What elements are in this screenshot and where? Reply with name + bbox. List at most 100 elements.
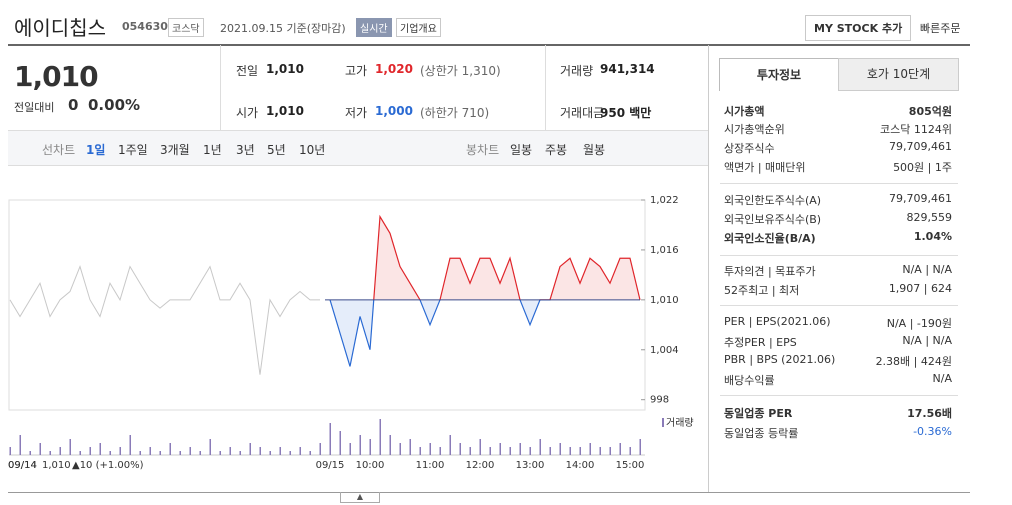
volume-bar xyxy=(79,451,81,455)
info-label: 투자의견 | 목표주가 xyxy=(724,265,816,278)
change: 0 xyxy=(68,96,79,114)
volume-bar xyxy=(559,443,561,455)
volume-bar xyxy=(279,447,281,455)
market-badge: 코스닥 xyxy=(168,18,204,37)
volume-bar xyxy=(149,447,151,455)
info-value: 17.56배 xyxy=(907,407,952,420)
company-button[interactable]: 기업개요 xyxy=(396,18,441,37)
volume-bar xyxy=(139,451,141,455)
period-tab[interactable]: 1일 xyxy=(86,143,106,157)
volume-bar xyxy=(499,443,501,455)
info-label: 외국인보유주식수(B) xyxy=(724,213,822,226)
summary-note: (상한가 1,310) xyxy=(420,64,501,78)
stock-code: 054630 xyxy=(122,20,168,33)
info-tab-active[interactable]: 투자정보 xyxy=(719,58,839,91)
separator xyxy=(720,305,958,306)
period-tab[interactable]: 10년 xyxy=(299,143,326,157)
tab-bar xyxy=(8,130,708,166)
divider xyxy=(220,45,221,130)
volume-bar xyxy=(289,451,291,455)
x-tick-label: 10:00 xyxy=(356,460,385,471)
volume-bar xyxy=(389,435,391,455)
info-label: 상장주식수 xyxy=(724,142,775,155)
plot-frame xyxy=(8,199,646,411)
period-tab[interactable]: 3개월 xyxy=(160,143,190,157)
line xyxy=(9,265,320,375)
tab-label: 봉차트 xyxy=(466,143,500,157)
volume-bar xyxy=(449,435,451,455)
volume-bar xyxy=(9,447,11,455)
period-tab[interactable]: 1주일 xyxy=(118,143,148,157)
volume-bar xyxy=(609,447,611,455)
x-tick-label: 11:00 xyxy=(416,460,445,471)
info-value: N/A | N/A xyxy=(902,334,952,347)
volume-bar xyxy=(599,447,601,455)
volume-bar xyxy=(119,447,121,455)
info-value: 79,709,461 xyxy=(889,192,952,205)
chart: 1,022 1,016 1,010 1,004 998 거래량 09/14 09/15 10:0… xyxy=(8,195,694,471)
volume-bar xyxy=(39,443,41,455)
summary-label: 시가 xyxy=(236,106,259,120)
volume-bar xyxy=(589,443,591,455)
volume-bar xyxy=(349,443,351,455)
summary-label: 전일 xyxy=(236,64,259,78)
info-label: 동일업종 등락률 xyxy=(724,427,799,440)
info-label: 배당수익률 xyxy=(724,374,775,387)
volume-bar xyxy=(549,447,551,455)
candle-tab[interactable]: 일봉 xyxy=(510,143,533,157)
header-line xyxy=(8,44,970,46)
stock-name: 에이디칩스 xyxy=(14,16,106,40)
collapse-button[interactable]: ▲ xyxy=(340,492,380,503)
info-value: 코스닥 1124위 xyxy=(880,123,952,136)
x-tick-label: 09/14 xyxy=(8,460,37,471)
volume-bar xyxy=(419,447,421,455)
volume-bar xyxy=(249,443,251,455)
volume-bar xyxy=(479,439,481,455)
volume-bar xyxy=(109,451,111,455)
volume-bar xyxy=(319,443,321,455)
volume-bar xyxy=(529,447,531,455)
period-tab[interactable]: 1년 xyxy=(203,143,222,157)
x-tick-label: 14:00 xyxy=(566,460,595,471)
summary-value: 950 백만 xyxy=(600,106,652,120)
info-value: N/A xyxy=(932,372,952,385)
volume-bar xyxy=(89,447,91,455)
volume-bar xyxy=(339,431,341,455)
info-label: 추정PER | EPS xyxy=(724,336,797,349)
volume-bar xyxy=(269,451,271,455)
volume-bar xyxy=(159,451,161,455)
volume-bar xyxy=(59,447,61,455)
change-rate: 0.00% xyxy=(88,96,141,114)
y-tick-label: 998 xyxy=(650,395,669,406)
summary-label: 거래대금 xyxy=(560,106,605,120)
divider xyxy=(545,45,546,130)
volume-bar xyxy=(299,447,301,455)
candle-tab[interactable]: 주봉 xyxy=(545,143,568,157)
info-value: 79,709,461 xyxy=(889,140,952,153)
separator xyxy=(720,183,958,184)
summary-label: 고가 xyxy=(345,64,368,78)
mystock-button[interactable]: MY STOCK 추가 xyxy=(805,15,912,41)
separator xyxy=(720,255,958,256)
period-tab[interactable]: 5년 xyxy=(267,143,286,157)
info-tab[interactable]: 호가 10단계 xyxy=(838,58,959,91)
info-label: 외국인한도주식수(A) xyxy=(724,194,822,207)
volume-bar xyxy=(259,447,261,455)
hover-date: 09/14 xyxy=(8,460,37,471)
y-tick-label: 1,004 xyxy=(650,345,679,356)
summary-value: 941,314 xyxy=(600,62,655,76)
realtime-button[interactable]: 실시간 xyxy=(356,18,392,37)
volume-bar xyxy=(129,435,131,455)
summary-value: 1,010 xyxy=(266,62,304,76)
info-value: N/A | N/A xyxy=(902,263,952,276)
period-tab[interactable]: 3년 xyxy=(236,143,255,157)
volume-bar xyxy=(49,451,51,455)
quick-order[interactable]: 빠른주문 xyxy=(920,22,961,35)
volume-bar xyxy=(329,423,331,455)
volume-bar xyxy=(429,443,431,455)
volume-bar xyxy=(569,447,571,455)
legend-label: 거래량 xyxy=(666,417,694,429)
candle-tab[interactable]: 월봉 xyxy=(583,143,606,157)
info-value: 829,559 xyxy=(906,211,953,224)
